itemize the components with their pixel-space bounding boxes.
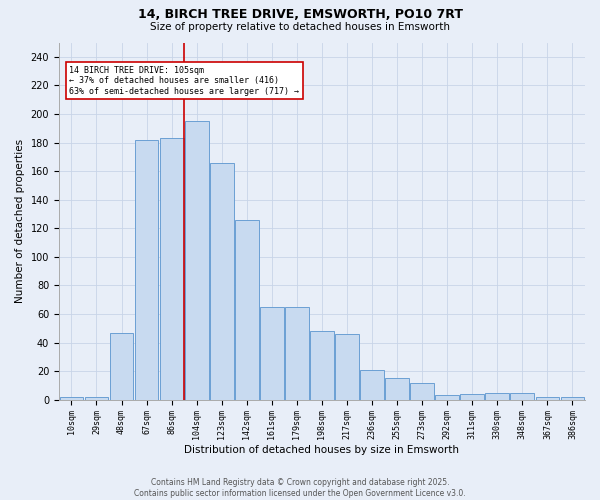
Bar [360, 370, 384, 400]
Bar [285, 307, 309, 400]
Bar [260, 307, 284, 400]
Bar [460, 394, 484, 400]
Bar [436, 396, 459, 400]
Text: Size of property relative to detached houses in Emsworth: Size of property relative to detached ho… [150, 22, 450, 32]
Text: 14 BIRCH TREE DRIVE: 105sqm
← 37% of detached houses are smaller (416)
63% of se: 14 BIRCH TREE DRIVE: 105sqm ← 37% of det… [70, 66, 299, 96]
Bar [235, 220, 259, 400]
Bar [85, 397, 109, 400]
Bar [385, 378, 409, 400]
Bar [134, 140, 158, 400]
Y-axis label: Number of detached properties: Number of detached properties [15, 139, 25, 303]
Bar [536, 397, 559, 400]
Bar [59, 397, 83, 400]
Bar [160, 138, 184, 400]
Bar [185, 121, 209, 400]
Bar [310, 331, 334, 400]
Bar [210, 162, 233, 400]
Bar [485, 392, 509, 400]
Bar [511, 392, 534, 400]
Text: Contains HM Land Registry data © Crown copyright and database right 2025.
Contai: Contains HM Land Registry data © Crown c… [134, 478, 466, 498]
Bar [110, 332, 133, 400]
X-axis label: Distribution of detached houses by size in Emsworth: Distribution of detached houses by size … [184, 445, 460, 455]
Text: 14, BIRCH TREE DRIVE, EMSWORTH, PO10 7RT: 14, BIRCH TREE DRIVE, EMSWORTH, PO10 7RT [137, 8, 463, 20]
Bar [560, 397, 584, 400]
Bar [410, 382, 434, 400]
Bar [335, 334, 359, 400]
